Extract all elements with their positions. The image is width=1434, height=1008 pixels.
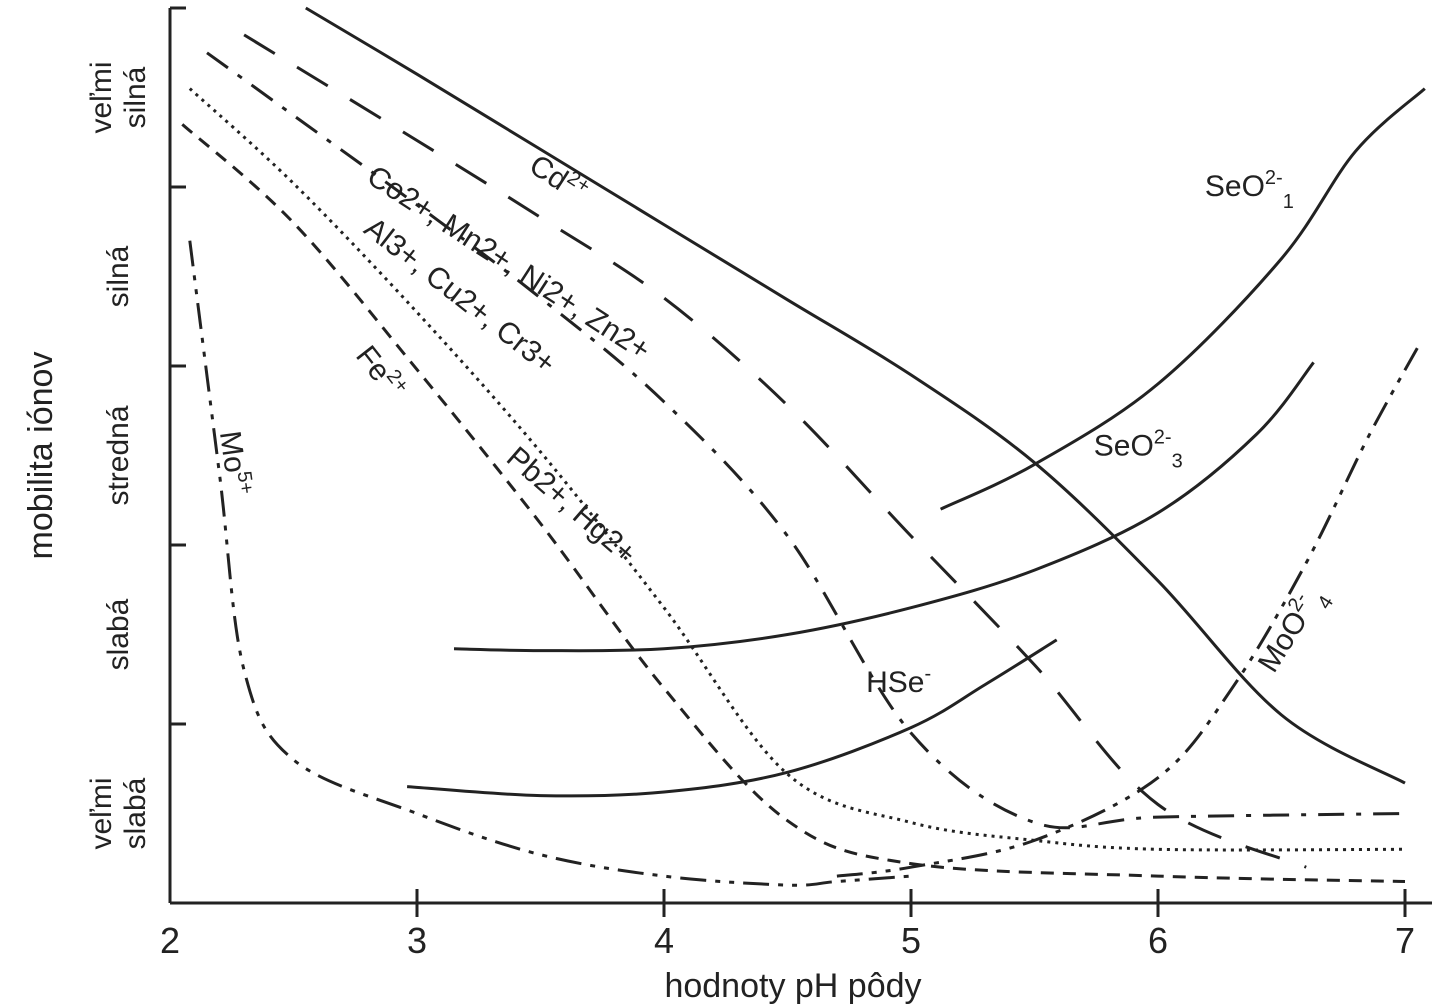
curve-label-4: Fe2+	[349, 338, 413, 406]
x-tick-label: 5	[901, 920, 921, 961]
series-line-9	[836, 347, 1419, 878]
series-line-4	[181, 123, 1406, 883]
series-line-2	[206, 51, 1406, 830]
x-tick-label: 6	[1148, 920, 1168, 961]
svg-text:Mo5+: Mo5+	[213, 428, 258, 497]
x-tick-label: 3	[407, 920, 427, 961]
curve-label-0: Cd2+	[523, 146, 594, 210]
svg-text:Pb2+, Hg2+: Pb2+, Hg2+	[500, 441, 642, 571]
svg-text:silná: silná	[102, 245, 135, 307]
series-line-5	[188, 240, 912, 887]
svg-text:veľmisilná: veľmisilná	[85, 61, 152, 133]
svg-text:stredná: stredná	[102, 405, 135, 505]
axes: 2 3 4 5 6 7 veľmislabá slabá stredná silná veľmisi…	[85, 6, 1432, 961]
y-axis-label: mobilita iónov	[22, 352, 60, 560]
y-category-label: stredná	[102, 405, 135, 505]
series-line-0	[305, 6, 1406, 785]
curve-label-5: Mo5+	[213, 428, 258, 497]
y-category-label: slabá	[102, 598, 135, 670]
x-tick-label: 7	[1395, 920, 1415, 961]
series-line-8	[406, 638, 1058, 798]
x-tick-label: 2	[160, 920, 180, 961]
series-layer	[181, 6, 1426, 887]
curve-label-8: HSe-	[866, 663, 931, 699]
curve-label-7: SeO2-3	[1094, 427, 1183, 473]
svg-text:slabá: slabá	[102, 598, 135, 670]
svg-text:HSe-: HSe-	[866, 663, 931, 699]
curve-label-3: Pb2+, Hg2+	[500, 441, 642, 571]
svg-text:SeO2-1: SeO2-1	[1205, 167, 1294, 213]
curve-labels: Cd2+Co2+, Mn2+, Ni2+, Zn2+Al3+, Cu2+, Cr…	[213, 146, 1338, 699]
series-line-6	[939, 87, 1426, 511]
series-line-1	[243, 33, 1307, 869]
x-axis-label: hodnoty pH pôdy	[664, 967, 921, 1005]
y-category-label: veľmisilná	[85, 61, 152, 133]
curve-label-9: MoO2-4	[1249, 579, 1338, 683]
svg-text:SeO2-3: SeO2-3	[1094, 427, 1183, 473]
y-category-label: veľmislabá	[85, 777, 152, 849]
svg-text:Cd2+: Cd2+	[523, 146, 594, 210]
series-line-3	[188, 87, 1406, 852]
svg-text:Fe2+: Fe2+	[349, 338, 413, 406]
series-line-7	[453, 361, 1315, 653]
svg-text:veľmislabá: veľmislabá	[85, 777, 152, 849]
svg-text:MoO2-4: MoO2-4	[1249, 579, 1338, 683]
curve-label-6: SeO2-1	[1205, 167, 1294, 213]
x-tick-label: 4	[654, 920, 674, 961]
y-category-label: silná	[102, 245, 135, 307]
